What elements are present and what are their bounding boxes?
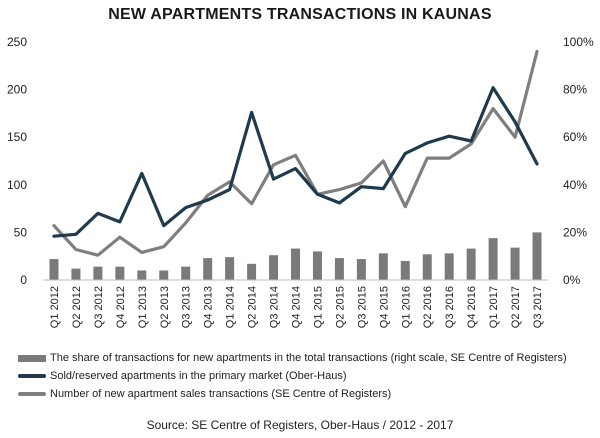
chart-title: NEW APARTMENTS TRANSACTIONS IN KAUNAS bbox=[108, 6, 492, 23]
x-tick-label-11: Q4 2014 bbox=[291, 286, 303, 328]
x-tick-label-13: Q2 2015 bbox=[334, 286, 346, 328]
x-tick-label-14: Q3 2015 bbox=[356, 286, 368, 328]
legend-label-transactions: Number of new apartment sales transactio… bbox=[50, 388, 392, 400]
bar-share-12 bbox=[312, 251, 322, 280]
legend-item-transactions: Number of new apartment sales transactio… bbox=[18, 385, 598, 403]
x-tick-label-22: Q3 2017 bbox=[532, 286, 544, 328]
right-tick-label-1: 20% bbox=[563, 225, 587, 239]
x-tick-label-12: Q1 2015 bbox=[312, 286, 324, 328]
x-tick-label-19: Q4 2016 bbox=[466, 286, 478, 328]
line-sales-transactions bbox=[52, 49, 539, 257]
x-tick-label-21: Q2 2017 bbox=[510, 286, 522, 328]
x-tick-label-15: Q4 2015 bbox=[378, 286, 390, 328]
left-tick-label-3: 150 bbox=[7, 130, 27, 144]
bar-share-4 bbox=[137, 270, 147, 280]
legend-swatch-dark-line bbox=[18, 374, 46, 378]
left-tick-label-0: 0 bbox=[20, 273, 27, 287]
x-tick-label-3: Q4 2012 bbox=[115, 286, 127, 328]
right-tick-label-3: 60% bbox=[563, 130, 587, 144]
bar-share-22 bbox=[532, 232, 542, 280]
bar-share-15 bbox=[378, 253, 388, 280]
x-tick-label-8: Q1 2014 bbox=[225, 286, 237, 328]
left-tick-label-5: 250 bbox=[7, 35, 27, 49]
bar-share-20 bbox=[488, 238, 498, 280]
legend: The share of transactions for new apartm… bbox=[18, 349, 598, 403]
bar-share-3 bbox=[115, 266, 125, 280]
legend-label-sold: Sold/reserved apartments in the primary … bbox=[50, 370, 347, 382]
legend-swatch-grey-line bbox=[18, 392, 46, 396]
bar-share-8 bbox=[225, 257, 235, 280]
x-tick-label-1: Q2 2012 bbox=[71, 286, 83, 328]
legend-item-share: The share of transactions for new apartm… bbox=[18, 349, 598, 367]
bar-share-10 bbox=[269, 255, 279, 280]
bar-share-6 bbox=[181, 266, 191, 280]
source-note: Source: SE Centre of Registers, Ober-Hau… bbox=[146, 418, 454, 432]
bar-share-7 bbox=[203, 258, 213, 280]
bar-share-13 bbox=[334, 258, 344, 280]
x-tick-label-10: Q3 2014 bbox=[269, 286, 281, 328]
bar-share-16 bbox=[400, 260, 410, 280]
x-tick-label-2: Q3 2012 bbox=[93, 286, 105, 328]
x-tick-label-0: Q1 2012 bbox=[49, 286, 61, 328]
right-tick-label-4: 80% bbox=[563, 83, 587, 97]
bar-share-11 bbox=[291, 248, 300, 280]
bar-share-14 bbox=[356, 259, 366, 280]
legend-label-share: The share of transactions for new apartm… bbox=[50, 352, 567, 364]
bar-share-18 bbox=[444, 253, 454, 280]
x-tick-label-9: Q2 2014 bbox=[247, 286, 259, 328]
x-tick-label-16: Q1 2016 bbox=[400, 286, 412, 328]
right-tick-label-2: 40% bbox=[563, 178, 587, 192]
x-tick-label-4: Q1 2013 bbox=[137, 286, 149, 328]
x-tick-label-5: Q2 2013 bbox=[159, 286, 171, 328]
right-tick-label-5: 100% bbox=[563, 35, 594, 49]
x-tick-label-17: Q2 2016 bbox=[422, 286, 434, 328]
left-tick-label-4: 200 bbox=[7, 83, 27, 97]
line-sold-reserved bbox=[52, 86, 539, 238]
bar-share-9 bbox=[247, 263, 257, 280]
left-tick-label-1: 50 bbox=[14, 225, 28, 239]
right-tick-label-0: 0% bbox=[563, 273, 581, 287]
x-tick-label-7: Q4 2013 bbox=[203, 286, 215, 328]
bar-share-2 bbox=[93, 266, 103, 280]
x-tick-label-18: Q3 2016 bbox=[444, 286, 456, 328]
chart-plot: 0 50 100 150 200 250 0% 20% 40% 60% 80% 100% Q1 2012… bbox=[7, 35, 594, 328]
x-tick-label-6: Q3 2013 bbox=[181, 286, 193, 328]
left-tick-label-2: 100 bbox=[7, 178, 27, 192]
x-tick-label-20: Q1 2017 bbox=[488, 286, 500, 328]
bar-share-5 bbox=[159, 270, 169, 280]
bar-share-19 bbox=[466, 248, 476, 280]
legend-swatch-bar bbox=[18, 354, 46, 362]
legend-item-sold: Sold/reserved apartments in the primary … bbox=[18, 367, 598, 385]
bar-share-1 bbox=[71, 268, 81, 280]
bar-share-0 bbox=[49, 259, 59, 280]
bar-share-21 bbox=[510, 247, 520, 280]
bar-share-17 bbox=[422, 254, 432, 280]
